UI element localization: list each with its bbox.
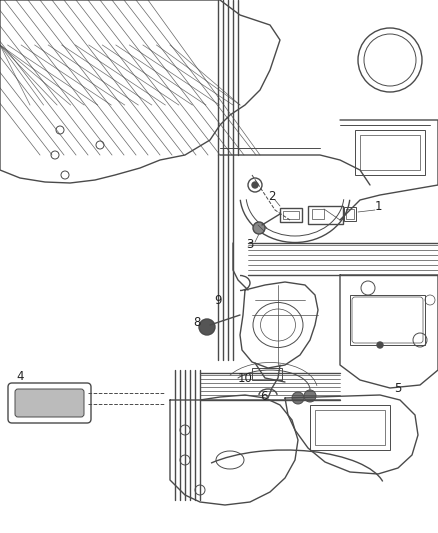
Bar — [315, 410, 385, 445]
Bar — [252, 368, 282, 380]
Circle shape — [377, 342, 383, 348]
Circle shape — [252, 182, 258, 188]
Text: 9: 9 — [214, 294, 222, 306]
Text: 4: 4 — [16, 369, 24, 383]
Circle shape — [292, 392, 304, 404]
Bar — [355, 130, 425, 175]
Circle shape — [199, 319, 215, 335]
Bar — [308, 206, 343, 224]
Circle shape — [253, 222, 265, 234]
Text: 5: 5 — [394, 382, 402, 394]
Bar — [360, 135, 420, 170]
Bar — [346, 209, 354, 219]
Bar — [350, 295, 425, 345]
Bar — [344, 207, 356, 221]
Text: 8: 8 — [193, 317, 201, 329]
Bar — [280, 208, 302, 222]
Bar — [283, 211, 299, 219]
Text: 10: 10 — [237, 372, 252, 384]
Text: 3: 3 — [246, 238, 254, 252]
Bar — [312, 209, 324, 219]
Circle shape — [304, 390, 316, 402]
Bar — [310, 405, 390, 450]
FancyBboxPatch shape — [15, 389, 84, 417]
Text: 6: 6 — [260, 391, 268, 403]
Text: 1: 1 — [374, 200, 382, 214]
Text: 2: 2 — [268, 190, 276, 204]
